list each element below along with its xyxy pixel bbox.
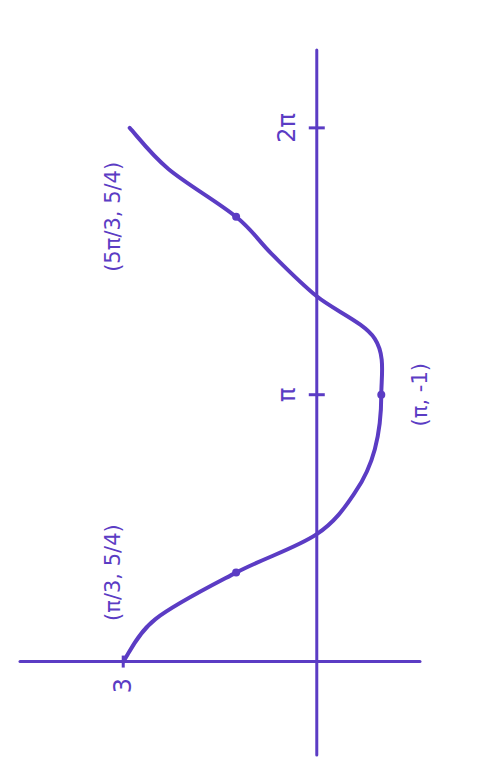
annotation-label: (5π/3, 5/4) (101, 162, 125, 272)
chart: π 2π 3 (π/3, 5/4) (π, -1) (5π/3, 5/4) (0, 0, 498, 773)
y-tick-label: 3 (109, 678, 137, 693)
annotation-label: (π/3, 5/4) (101, 524, 125, 621)
x-axis (315, 50, 318, 755)
x-tick-label: π (273, 387, 301, 401)
annotation-point (232, 569, 240, 577)
x-tick-label: 2π (273, 113, 301, 143)
plot-area (123, 128, 385, 662)
annotation-label: (π, -1) (408, 363, 432, 426)
x-tick (309, 126, 325, 129)
x-tick (309, 393, 325, 396)
annotation-point (232, 213, 240, 221)
curve (123, 128, 382, 662)
annotation-point (377, 391, 385, 399)
y-axis (20, 660, 420, 663)
